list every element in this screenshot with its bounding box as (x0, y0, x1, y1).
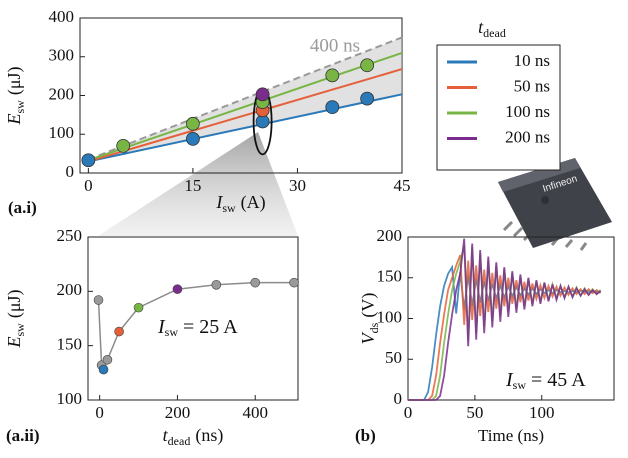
symbol: I (215, 192, 223, 212)
y-tick-label: 0 (66, 162, 75, 181)
subscript: dead (483, 26, 506, 40)
x-tick-label: 0 (84, 176, 93, 195)
x-tick-label: 30 (289, 176, 306, 195)
y-tick-label: 300 (49, 46, 75, 65)
y-tick-label: 100 (49, 123, 75, 142)
y-tick-label: 200 (377, 226, 403, 245)
symbol: E (4, 337, 24, 349)
y-tick-label: 100 (377, 307, 403, 326)
x-tick-label: 100 (529, 403, 555, 422)
point (102, 354, 113, 365)
panel-label: (a.i) (8, 198, 37, 217)
fit-line (88, 68, 403, 163)
legend-label: 50 ns (514, 76, 550, 95)
panel-label: (a.ii) (6, 426, 40, 445)
subscript: sw (13, 323, 27, 337)
plot-frame (407, 236, 615, 401)
point (81, 153, 96, 168)
unit: (A) (241, 192, 266, 213)
x-tick-label: 50 (466, 403, 483, 422)
point (133, 302, 144, 313)
y-tick-label: 150 (57, 335, 83, 354)
axis-label: tdead (ns) (163, 425, 224, 448)
y-tick-label: 100 (57, 389, 83, 408)
point (114, 326, 124, 337)
subscript: ds (367, 322, 381, 333)
annotation: Isw = 25 A (157, 316, 238, 339)
subscript: dead (168, 434, 191, 448)
point (116, 138, 131, 153)
point (250, 277, 261, 288)
axis-label: Time (ns) (478, 426, 544, 445)
axis-label: Vds (V) (358, 293, 381, 345)
symbol: E (4, 114, 24, 126)
legend-label: 100 ns (505, 102, 550, 121)
waveform (408, 254, 602, 401)
y-tick-label: 200 (49, 84, 75, 103)
reference-line (88, 36, 403, 161)
panel-label: (b) (355, 426, 376, 445)
fit-line (88, 93, 403, 163)
y-tick-label: 50 (385, 348, 402, 367)
y-tick-label: 0 (394, 389, 403, 408)
zoom-wedge (98, 132, 298, 236)
axis-label: Esw (μJ) (4, 290, 27, 349)
point (93, 295, 104, 305)
symbol: I (505, 369, 514, 391)
waveform (408, 238, 602, 401)
axis-label: Isw (A) (215, 192, 265, 215)
plot-frame (79, 17, 403, 174)
x-tick-label: 0 (95, 403, 104, 422)
point (186, 131, 200, 146)
subscript: sw (165, 325, 179, 339)
point (360, 91, 375, 106)
symbol: t (163, 425, 169, 445)
legend-label: 10 ns (514, 51, 550, 70)
fit-line (88, 51, 403, 162)
point (289, 277, 299, 288)
unit: (μJ) (4, 290, 25, 319)
symbol: t (478, 17, 484, 37)
symbol: I (157, 316, 166, 338)
symbol: V (358, 331, 378, 344)
unit: (ns) (195, 425, 223, 446)
point (325, 68, 340, 83)
legend-label: 200 ns (505, 127, 550, 146)
unit: (V) (358, 293, 379, 318)
waveform (408, 264, 601, 401)
x-tick-label: 0 (404, 403, 413, 422)
axis-label: Esw (μJ) (4, 67, 27, 126)
point (172, 284, 183, 294)
reference-label: 400 ns (310, 36, 360, 57)
unit: (μJ) (4, 67, 25, 96)
point (325, 100, 340, 115)
subscript: sw (222, 201, 236, 215)
unit: = 45 A (531, 369, 586, 391)
unit: = 25 A (183, 316, 238, 338)
subscript: sw (513, 378, 527, 392)
package-image: Infineon (498, 158, 612, 251)
plot-frame (87, 236, 299, 401)
annotation: Isw = 45 A (505, 369, 586, 392)
y-tick-label: 150 (377, 267, 403, 286)
point (98, 364, 109, 375)
point (211, 280, 222, 290)
x-tick-label: 45 (394, 176, 411, 195)
x-tick-label: 15 (184, 176, 201, 195)
point (255, 87, 270, 102)
legend-title: tdead (478, 17, 506, 40)
y-tick-label: 250 (57, 226, 83, 245)
point (186, 116, 200, 131)
point (360, 58, 375, 73)
legend-box (436, 44, 561, 171)
x-tick-label: 200 (165, 403, 191, 422)
subscript: sw (13, 100, 27, 114)
x-tick-label: 400 (242, 403, 268, 422)
y-tick-label: 400 (49, 7, 75, 26)
y-tick-label: 200 (57, 280, 83, 299)
